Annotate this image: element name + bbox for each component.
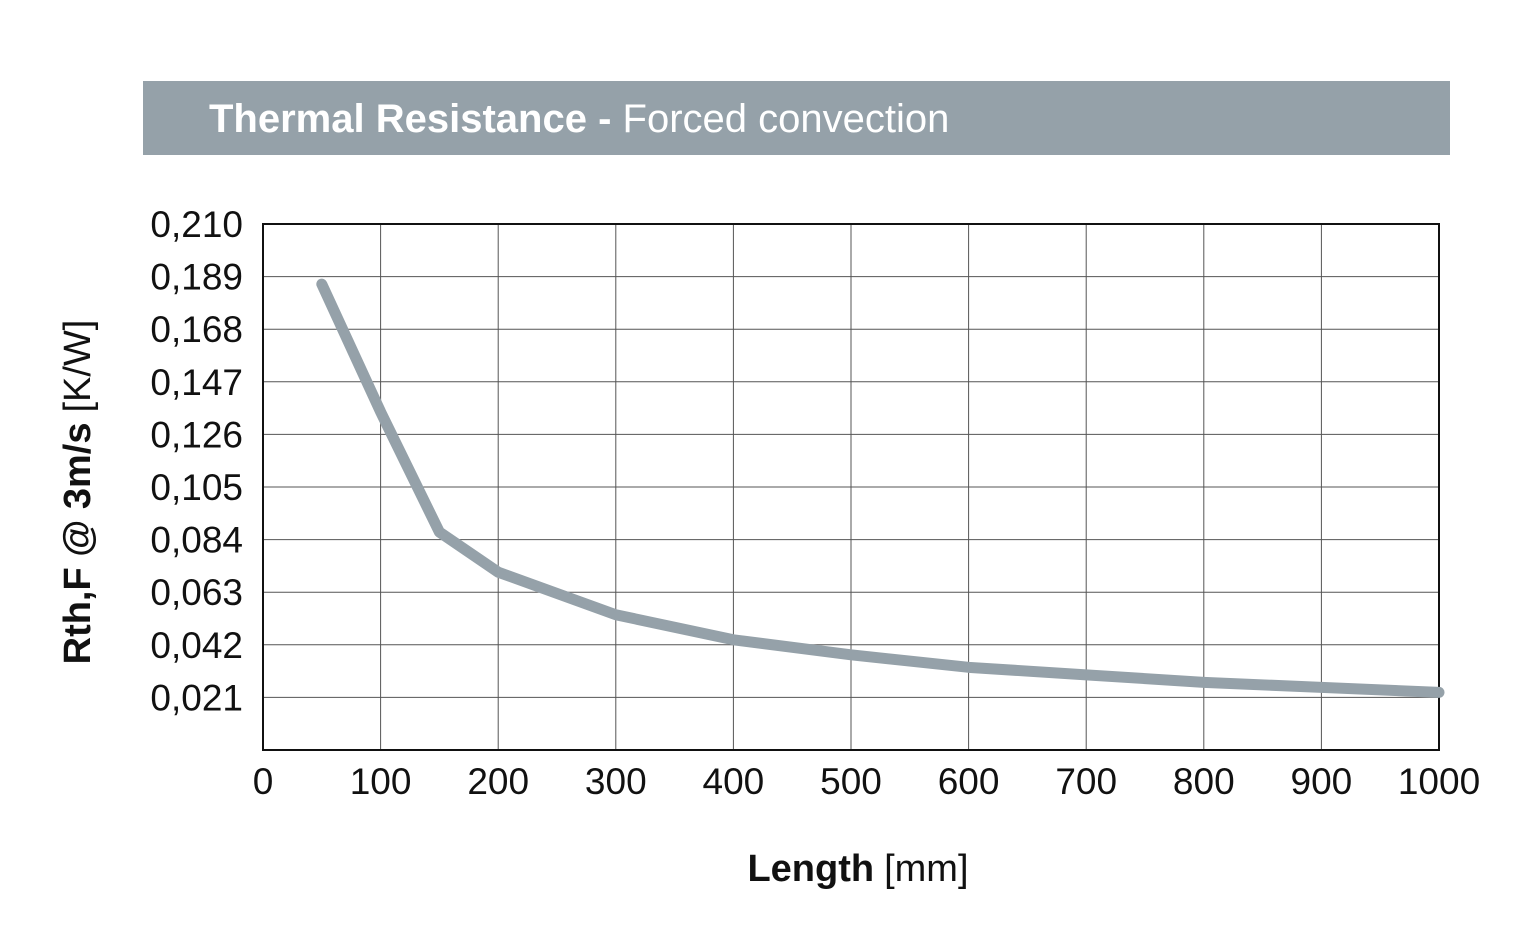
x-axis-label-unit: [mm] bbox=[884, 848, 968, 890]
chart-title-main: Thermal Resistance bbox=[209, 97, 587, 141]
x-tick-label: 300 bbox=[585, 761, 647, 802]
y-tick-label: 0,021 bbox=[150, 677, 243, 718]
y-tick-label: 0,063 bbox=[150, 572, 243, 613]
chart-title: Thermal Resistance - Forced convection bbox=[209, 81, 949, 155]
grid bbox=[263, 224, 1439, 750]
y-tick-label: 0,042 bbox=[150, 625, 243, 666]
x-tick-label: 400 bbox=[703, 761, 765, 802]
chart-title-separator: - bbox=[598, 97, 612, 141]
title-band: Thermal Resistance - Forced convection bbox=[143, 81, 1450, 155]
x-tick-label: 100 bbox=[350, 761, 412, 802]
y-tick-label: 0,105 bbox=[150, 467, 243, 508]
chart-title-sub: Forced convection bbox=[622, 97, 950, 141]
y-tick-label: 0,189 bbox=[150, 257, 243, 298]
series-layer bbox=[316, 278, 1445, 698]
x-tick-labels: 0 100 200 300 400 500 600 700 800 900 1000 bbox=[253, 761, 1480, 802]
y-tick-label: 0,147 bbox=[150, 362, 243, 403]
x-tick-label: 500 bbox=[820, 761, 882, 802]
x-tick-label: 200 bbox=[467, 761, 529, 802]
y-tick-label: 0,168 bbox=[150, 309, 243, 350]
y-tick-label: 0,126 bbox=[150, 414, 243, 455]
y-tick-label: 0,084 bbox=[150, 520, 243, 561]
x-axis-label-bold: Length bbox=[747, 848, 874, 890]
x-tick-label: 900 bbox=[1291, 761, 1353, 802]
plot-frame bbox=[262, 223, 1440, 751]
x-tick-label: 600 bbox=[938, 761, 1000, 802]
x-axis-label: Length [mm] bbox=[747, 848, 968, 890]
y-tick-labels: 0,210 0,189 0,168 0,147 0,126 0,105 0,084 0,063… bbox=[150, 204, 243, 718]
x-tick-label: 700 bbox=[1055, 761, 1117, 802]
series-line bbox=[316, 278, 1445, 698]
x-tick-label: 800 bbox=[1173, 761, 1235, 802]
y-axis-label-unit: [K/W] bbox=[57, 320, 99, 413]
x-tick-label: 0 bbox=[253, 761, 274, 802]
y-axis-label-bold: Rth,F @ 3m/s bbox=[57, 423, 99, 665]
y-axis-label: Rth,F @ 3m/s [K/W] bbox=[57, 320, 99, 665]
y-tick-label: 0,210 bbox=[150, 204, 243, 245]
x-tick-label: 1000 bbox=[1398, 761, 1480, 802]
